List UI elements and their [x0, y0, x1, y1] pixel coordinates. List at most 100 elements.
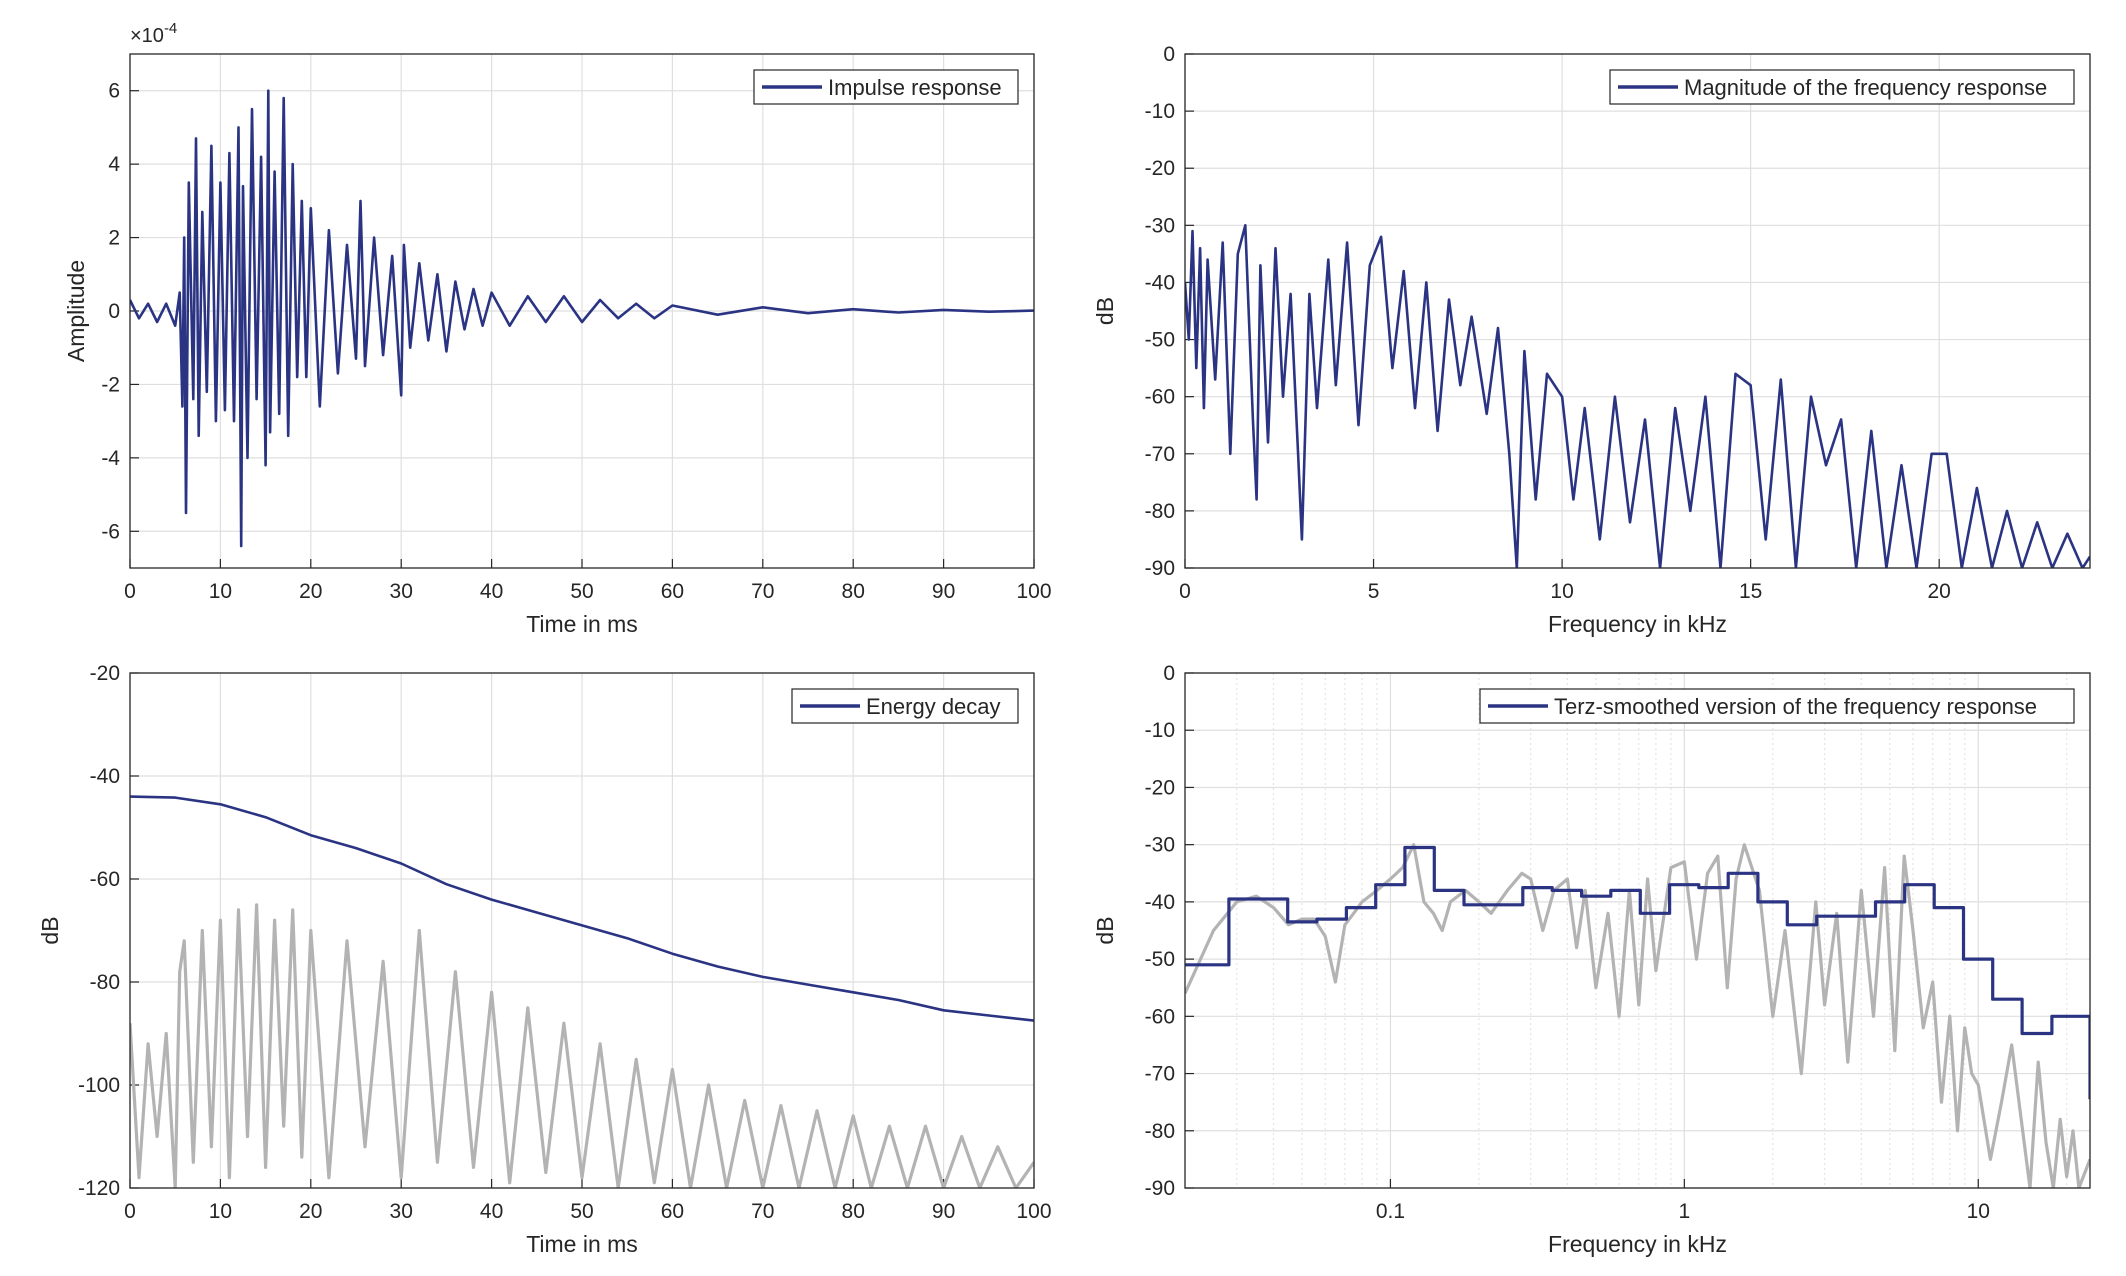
legend: Magnitude of the frequency response — [1609, 69, 2075, 105]
y-tick-label: -100 — [78, 1074, 120, 1097]
y-tick-label: -50 — [1145, 948, 1175, 971]
x-tick-label: 80 — [842, 1200, 865, 1223]
x-tick-label: 10 — [1550, 580, 1573, 603]
legend-label: Impulse response — [828, 75, 1002, 100]
terz-smoothed-version-of-the-frequency-response-line — [1185, 845, 2090, 1100]
x-tick-label: 70 — [751, 580, 774, 603]
y-tick-label: -30 — [1145, 214, 1175, 237]
y-tick-label: -40 — [1145, 891, 1175, 914]
y-tick-label: -70 — [1145, 1063, 1175, 1086]
x-tick-label: 0.1 — [1376, 1200, 1405, 1223]
series-group — [130, 89, 1034, 548]
x-tick-label: 1 — [1678, 1200, 1690, 1223]
x-tick-label: 100 — [1016, 580, 1051, 603]
x-tick-label: 50 — [570, 1200, 593, 1223]
y-tick-label: -20 — [1145, 776, 1175, 799]
x-tick-label: 90 — [932, 1200, 955, 1223]
y-tick-label: 2 — [108, 227, 120, 250]
y-tick-label: -90 — [1145, 1177, 1175, 1200]
y-tick-label: -40 — [90, 765, 120, 788]
x-tick-label: 10 — [1967, 1200, 1990, 1223]
y-tick-label: 0 — [1163, 43, 1175, 66]
y-axis-label: Amplitude — [63, 260, 89, 362]
x-tick-label: 60 — [661, 1200, 684, 1223]
y-tick-label: 0 — [108, 300, 120, 323]
legend: Terz-smoothed version of the frequency r… — [1479, 688, 2075, 724]
y-tick-label: -6 — [101, 520, 120, 543]
legend: Impulse response — [753, 69, 1019, 105]
magnitude-of-the-frequency-response-line — [1185, 224, 2090, 568]
y-tick-label: 6 — [108, 80, 120, 103]
x-tick-label: 0 — [1179, 580, 1191, 603]
y-tick-label: -80 — [1145, 500, 1175, 523]
legend-box — [1609, 69, 2075, 105]
raw-response-line — [130, 903, 1034, 1188]
legend-box — [1479, 688, 2075, 724]
y-tick-label: -70 — [1145, 443, 1175, 466]
x-tick-label: 90 — [932, 580, 955, 603]
x-tick-label: 20 — [1927, 580, 1950, 603]
axes-frame — [1184, 53, 2091, 569]
x-tick-label: 50 — [570, 580, 593, 603]
series-group — [1185, 843, 2090, 1188]
legend-label: Magnitude of the frequency response — [1684, 75, 2047, 100]
y-tick-label: -80 — [90, 971, 120, 994]
x-tick-label: 40 — [480, 580, 503, 603]
y-tick-label: -50 — [1145, 329, 1175, 352]
y-tick-label: -60 — [1145, 1005, 1175, 1028]
axes-background — [1185, 673, 2090, 1188]
x-axis-label: Time in ms — [526, 611, 638, 637]
y-tick-label: -10 — [1145, 719, 1175, 742]
y-tick-label: -20 — [90, 662, 120, 685]
energy-decay-line — [130, 795, 1034, 1022]
y-tick-label: -60 — [90, 868, 120, 891]
y-tick-label: -40 — [1145, 271, 1175, 294]
x-tick-label: 30 — [390, 1200, 413, 1223]
y-axis-label: dB — [37, 916, 63, 944]
y-tick-label: -2 — [101, 373, 120, 396]
y-tick-label: -20 — [1145, 157, 1175, 180]
energy-decay-plot: 0 10 20 30 40 50 60 70 80 90 100 -120 -100 -80 -60 -40 -… — [37, 662, 1052, 1257]
minor-grid — [1236, 673, 2068, 1188]
magnitude-frequency-response-plot: 0 5 10 15 20 -90 -80 -70 -60 -50 -40 -30 -20 -10 0 Freq… — [1092, 43, 2091, 637]
series-group — [1185, 224, 2090, 568]
x-tick-label: 20 — [299, 1200, 322, 1223]
x-tick-label: 5 — [1368, 580, 1380, 603]
legend-label: Terz-smoothed version of the frequency r… — [1554, 694, 2037, 719]
axes-frame — [129, 53, 1035, 569]
impulse-response-line — [130, 89, 1034, 548]
grid — [129, 54, 1035, 568]
axes-background — [1185, 54, 2090, 568]
x-axis-label: Frequency in kHz — [1548, 611, 1727, 637]
y-tick-label: -4 — [101, 447, 120, 470]
axes-frame — [129, 672, 1035, 1189]
y-tick-label: -60 — [1145, 386, 1175, 409]
y-tick-label: -10 — [1145, 100, 1175, 123]
x-tick-label: 100 — [1016, 1200, 1051, 1223]
terz-smoothed-frequency-response-plot: 0.1 1 10 -90 -80 -70 -60 -50 -40 -30 -20 -10 0 Freque… — [1092, 662, 2091, 1257]
y-tick-label: -120 — [78, 1177, 120, 1200]
y-tick-label: 4 — [108, 153, 120, 176]
y-tick-label: -90 — [1145, 557, 1175, 580]
y-tick-label: 0 — [1163, 662, 1175, 685]
y-axis-label: dB — [1092, 916, 1118, 944]
x-tick-label: 30 — [390, 580, 413, 603]
axes-frame — [1184, 672, 2091, 1189]
x-axis-label: Frequency in kHz — [1548, 1231, 1727, 1257]
y-tick-label: -30 — [1145, 834, 1175, 857]
legend: Energy decay — [791, 688, 1019, 724]
legend-label: Energy decay — [866, 694, 1001, 719]
axis-exponent-label: ×10-4 — [130, 20, 177, 47]
y-axis-label: dB — [1092, 297, 1118, 325]
y-tick-label: -80 — [1145, 1120, 1175, 1143]
x-tick-label: 0 — [124, 1200, 136, 1223]
x-tick-label: 10 — [209, 1200, 232, 1223]
x-axis-label: Time in ms — [526, 1231, 638, 1257]
x-tick-label: 80 — [842, 580, 865, 603]
x-tick-label: 60 — [661, 580, 684, 603]
x-tick-label: 70 — [751, 1200, 774, 1223]
x-tick-label: 10 — [209, 580, 232, 603]
x-tick-label: 0 — [124, 580, 136, 603]
x-tick-label: 15 — [1739, 580, 1762, 603]
